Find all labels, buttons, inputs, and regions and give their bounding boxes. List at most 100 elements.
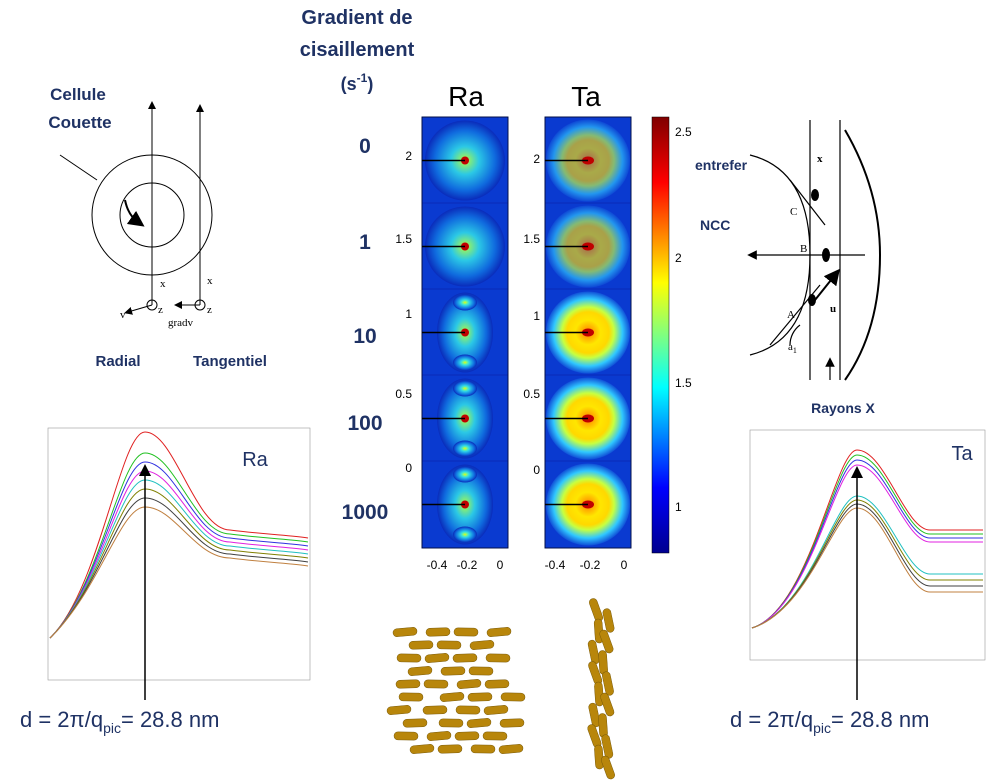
column-title: Ta bbox=[571, 81, 601, 112]
rod bbox=[456, 679, 482, 689]
y-tick-label: 1.5 bbox=[523, 232, 540, 246]
x-tick-label: -0.2 bbox=[457, 558, 478, 572]
y-tick-label: 0 bbox=[405, 461, 412, 475]
mode-label: Tangentiel bbox=[193, 353, 267, 370]
rod bbox=[409, 744, 435, 754]
geometry-label: a1 bbox=[788, 341, 797, 355]
rod bbox=[392, 627, 418, 637]
geometry-label: C bbox=[790, 206, 797, 218]
rod bbox=[587, 639, 600, 665]
rod bbox=[599, 629, 614, 654]
pattern bbox=[453, 380, 477, 397]
y-tick-label: 0.5 bbox=[395, 387, 412, 401]
unit: (s bbox=[341, 74, 357, 94]
rod bbox=[437, 744, 463, 754]
result: d = 2π/q bbox=[20, 707, 103, 732]
rod bbox=[408, 640, 434, 650]
profile-curve bbox=[49, 470, 309, 639]
rod bbox=[483, 705, 509, 715]
profile-curve bbox=[751, 454, 983, 629]
scattering-panels bbox=[421, 116, 632, 549]
rod bbox=[453, 627, 479, 637]
geometry-label: x bbox=[817, 153, 823, 165]
x-tick-label: -0.4 bbox=[545, 558, 566, 572]
y-tick-label: 1.5 bbox=[395, 232, 412, 246]
panel-frame bbox=[421, 116, 509, 549]
header-unit: (s-1) bbox=[341, 71, 374, 94]
profile-plots bbox=[47, 427, 986, 681]
x-tick-label: -0.4 bbox=[427, 558, 448, 572]
axis-label: x bbox=[207, 275, 213, 287]
rod bbox=[598, 650, 608, 675]
result: = 28.8 nm bbox=[121, 707, 219, 732]
rod bbox=[602, 608, 615, 633]
y-tick-label: 0.5 bbox=[523, 387, 540, 401]
profile-curve bbox=[751, 464, 983, 629]
rod bbox=[500, 692, 526, 702]
x-tick-label: 0 bbox=[497, 558, 504, 572]
rod bbox=[395, 679, 421, 689]
profile-curve bbox=[751, 459, 983, 629]
rod bbox=[470, 744, 496, 754]
rod bbox=[454, 731, 480, 741]
profile-curve bbox=[751, 449, 983, 629]
pattern bbox=[453, 294, 477, 311]
colorbar-tick-label: 2 bbox=[675, 251, 682, 265]
geometry-particles bbox=[808, 189, 830, 306]
pattern bbox=[453, 466, 477, 483]
profile-curve bbox=[49, 506, 309, 639]
cell-drawing bbox=[59, 101, 213, 315]
y-tick-label: 0 bbox=[533, 463, 540, 477]
colorbar-tick-label: 2.5 bbox=[675, 125, 692, 139]
axis-label: gradv bbox=[168, 317, 194, 329]
y-tick-label: 2 bbox=[533, 152, 540, 166]
cell-title: Couette bbox=[48, 113, 111, 132]
rod bbox=[600, 692, 615, 717]
axis-label: v bbox=[120, 309, 126, 321]
profile-curve bbox=[49, 479, 309, 639]
profile-curve bbox=[49, 461, 309, 639]
rod bbox=[468, 666, 494, 676]
panel-frame bbox=[544, 116, 632, 549]
rod bbox=[589, 598, 603, 622]
nanorods bbox=[386, 598, 615, 780]
rod bbox=[398, 692, 424, 702]
rod bbox=[424, 653, 450, 663]
geometry-label: u bbox=[830, 303, 836, 315]
profile-curve bbox=[49, 497, 309, 639]
rod bbox=[396, 653, 422, 663]
rod bbox=[402, 718, 428, 728]
colorbar-tick-label: 1 bbox=[675, 500, 682, 514]
rod bbox=[425, 627, 451, 637]
geometry-label: A bbox=[787, 309, 795, 321]
result: d = 2π/q bbox=[730, 707, 813, 732]
shear-rate: 100 bbox=[347, 412, 382, 435]
rod bbox=[601, 734, 614, 759]
geometry-drawing bbox=[747, 120, 882, 381]
geometry-label: NCC bbox=[700, 217, 730, 233]
rod bbox=[436, 640, 462, 650]
shear-rate: 1000 bbox=[342, 501, 389, 524]
shear-rate: 10 bbox=[353, 325, 376, 348]
plot-label: Ta bbox=[951, 443, 973, 465]
result-sub: pic bbox=[813, 720, 831, 736]
y-tick-label: 2 bbox=[405, 149, 412, 163]
profile-curve bbox=[49, 431, 309, 639]
rod bbox=[486, 627, 512, 637]
rod bbox=[422, 705, 448, 715]
pattern bbox=[453, 354, 477, 371]
pattern bbox=[453, 440, 477, 457]
cell-title: Cellule bbox=[50, 85, 106, 104]
axis-label: z bbox=[158, 304, 163, 316]
peak-result: d = 2π/qpic= 28.8 nm bbox=[20, 707, 219, 736]
axis-label: x bbox=[160, 278, 166, 290]
axis-label: z bbox=[207, 304, 212, 316]
x-tick-label: 0 bbox=[621, 558, 628, 572]
column-title: Ra bbox=[448, 81, 484, 112]
geometry-label: entrefer bbox=[695, 157, 748, 173]
rod bbox=[498, 744, 524, 754]
rod bbox=[467, 692, 493, 702]
rod bbox=[438, 718, 464, 728]
rod bbox=[600, 755, 615, 780]
rod bbox=[466, 718, 492, 728]
